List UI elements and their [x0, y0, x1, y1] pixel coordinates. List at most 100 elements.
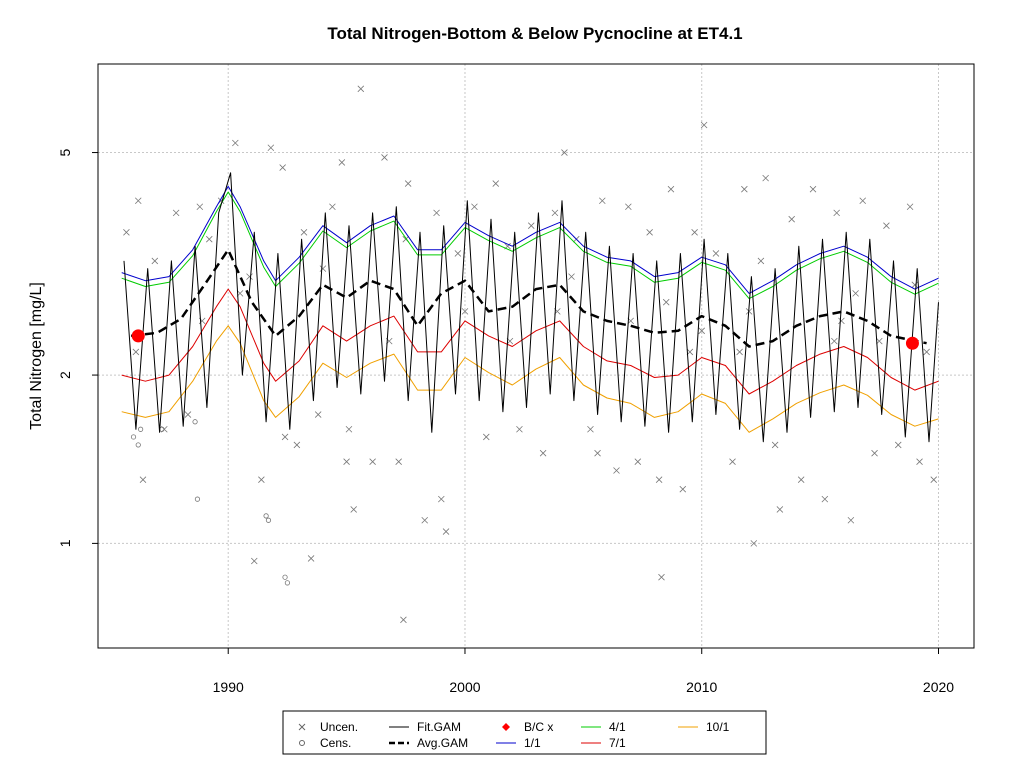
legend-label-4-1: 4/1 — [609, 720, 626, 734]
uncensored-point — [930, 476, 938, 483]
uncensored-point — [369, 458, 376, 465]
uncensored-point — [655, 476, 663, 483]
legend-symbol-b-c-x — [502, 723, 510, 731]
uncensored-point — [658, 573, 665, 581]
uncensored-point — [300, 229, 308, 236]
uncensored-point — [471, 203, 478, 211]
legend-label-uncen: Uncen. — [320, 720, 358, 734]
uncensored-point — [350, 506, 357, 513]
censored-point — [135, 442, 141, 448]
uncensored-point — [646, 229, 653, 236]
uncensored-point — [184, 411, 192, 418]
uncensored-point — [161, 425, 168, 433]
uncensored-point — [662, 298, 670, 306]
uncensored-point — [438, 495, 445, 503]
uncensored-point — [307, 555, 315, 562]
uncensored-point — [667, 185, 675, 193]
uncensored-point — [736, 348, 743, 356]
y-axis-label: Total Nitrogen [mg/L] — [28, 282, 45, 430]
uncensored-point — [454, 250, 462, 257]
uncensored-point — [433, 209, 440, 217]
bc-point — [905, 336, 919, 350]
legend-label-b-c-x: B/C x — [524, 720, 553, 734]
censored-point — [263, 513, 269, 519]
uncensored-point — [691, 229, 698, 236]
legend-label-avg-gam: Avg.GAM — [417, 736, 468, 750]
uncensored-point — [911, 281, 919, 289]
censored-points — [130, 419, 291, 586]
uncensored-point — [923, 348, 930, 356]
uncensored-point — [357, 85, 365, 93]
uncensored-point — [741, 185, 748, 193]
uncensored-point — [776, 506, 784, 513]
x-tick-label: 2000 — [449, 679, 480, 695]
uncensored-point — [250, 557, 258, 565]
uncensored-point — [246, 273, 253, 280]
uncensored-point — [906, 203, 914, 211]
y-tick-label: 5 — [57, 148, 73, 156]
bc-points — [131, 329, 919, 350]
uncensored-point — [916, 458, 923, 465]
legend-box — [282, 710, 767, 755]
uncensored-point — [232, 139, 239, 147]
uncensored-point — [625, 203, 632, 211]
uncensored-point — [729, 458, 736, 465]
uncensored-point — [594, 449, 601, 457]
x-tick-label: 1990 — [213, 679, 244, 695]
uncensored-point — [852, 290, 859, 297]
uncensored-point — [492, 180, 500, 187]
uncensored-point — [461, 308, 469, 315]
legend-label-cens: Cens. — [320, 736, 351, 750]
series-lines — [121, 172, 939, 443]
censored-point — [138, 426, 144, 432]
uncensored-point — [400, 616, 407, 624]
uncensored-point — [797, 476, 805, 483]
uncensored-point — [205, 235, 213, 243]
uncensored-point — [293, 441, 301, 449]
series-line-7-1 — [121, 288, 939, 395]
uncensored-point — [132, 348, 140, 356]
uncensored-point — [679, 485, 687, 493]
uncensored-point — [314, 411, 322, 418]
plot-frame — [97, 63, 975, 649]
uncensored-point — [599, 197, 606, 205]
uncensored-point — [833, 209, 840, 217]
uncensored-point — [516, 425, 523, 433]
uncensored-point — [757, 257, 765, 265]
legend-label-7-1: 7/1 — [609, 736, 626, 750]
uncensored-point — [151, 257, 159, 265]
uncensored-point — [634, 458, 642, 465]
legend-symbol-uncen — [298, 723, 306, 731]
legend-symbol-cens — [299, 740, 305, 746]
uncensored-point — [809, 185, 817, 193]
uncensored-point — [871, 449, 878, 457]
uncensored-point — [196, 203, 204, 211]
legend-label-fit-gam: Fit.GAM — [417, 720, 461, 734]
legend-label-10-1: 10/1 — [706, 720, 730, 734]
uncensored-point — [279, 164, 286, 171]
uncensored-point — [442, 528, 450, 535]
series-line-1-1 — [121, 185, 939, 294]
uncensored-point — [421, 516, 429, 524]
uncensored-point — [329, 203, 336, 211]
censored-point — [265, 517, 272, 523]
uncensored-point — [712, 250, 720, 257]
censored-point — [130, 434, 137, 440]
uncensored-point — [134, 197, 142, 205]
uncensored-point — [750, 540, 758, 547]
gridlines — [98, 64, 974, 648]
uncensored-points — [123, 85, 938, 624]
uncensored-point — [345, 425, 353, 433]
uncensored-point — [258, 476, 265, 483]
uncensored-point — [821, 495, 829, 503]
uncensored-point — [539, 449, 547, 457]
uncensored-point — [381, 154, 388, 161]
uncensored-point — [123, 229, 130, 236]
uncensored-point — [551, 209, 559, 217]
uncensored-point — [527, 222, 535, 229]
series-line-fit-gam — [123, 172, 939, 443]
censored-point — [284, 580, 291, 586]
uncensored-point — [859, 197, 867, 205]
uncensored-point — [894, 441, 902, 449]
legend: Uncen. Cens. Fit.GAM Avg.GAM B/C x 1/1 4/1 7/1 1… — [282, 710, 767, 755]
